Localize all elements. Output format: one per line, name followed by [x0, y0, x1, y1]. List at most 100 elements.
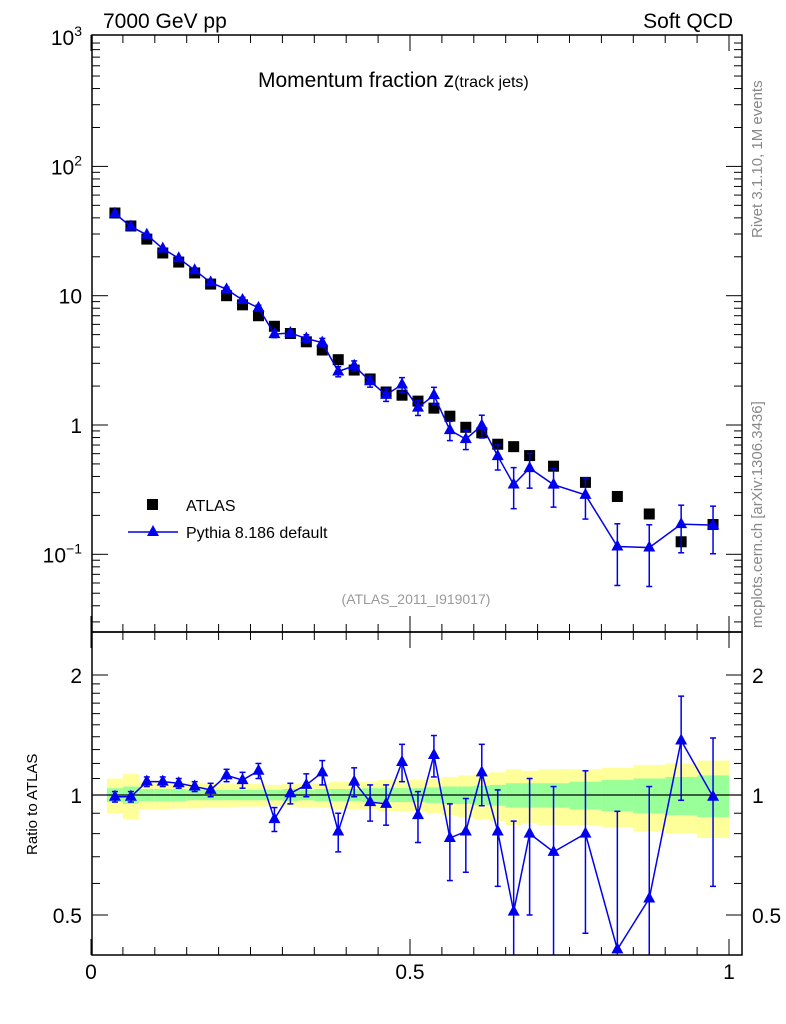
pythia-point — [643, 540, 656, 552]
pythia-ratio-point — [204, 782, 217, 794]
pythia-ratio-point — [140, 774, 153, 786]
pythia-ratio-point — [523, 826, 536, 838]
pythia-ratio-point — [707, 789, 720, 801]
ratio-bands — [92, 760, 742, 839]
pythia-ratio-point — [124, 789, 137, 801]
plot-title: Momentum fraction z(track jets) — [258, 69, 529, 92]
atlas-point — [316, 344, 328, 356]
pythia-ratio-point — [380, 796, 393, 808]
y-tick-label: 103 — [51, 23, 82, 50]
pythia-ratio-point — [547, 844, 560, 856]
analysis-label: (ATLAS_2011_I919017) — [342, 591, 491, 607]
main-frame — [91, 34, 743, 633]
pythia-point — [611, 539, 624, 551]
pythia-ratio-point — [220, 768, 233, 780]
pythia-ratio-point — [268, 812, 281, 824]
pythia-ratio-point — [284, 786, 297, 798]
y-tick-label: 102 — [51, 152, 82, 179]
ratio-tick-label-right: 0.5 — [752, 905, 781, 928]
pythia-point — [411, 400, 424, 412]
pythia-ratio-point — [491, 824, 504, 836]
pythia-ratio-point — [411, 808, 424, 820]
y-tick-label: 1 — [70, 415, 82, 438]
pythia-ratio-point — [427, 747, 440, 759]
stat-uncertainty-band — [601, 780, 634, 812]
pythia-ratio-point — [443, 831, 456, 843]
pythia-ratio-point — [643, 891, 656, 903]
pythia-point — [547, 477, 560, 489]
pythia-ratio-point — [172, 776, 185, 788]
pythia-point — [707, 518, 720, 530]
data-marks — [108, 206, 720, 955]
pythia-point — [475, 418, 488, 430]
plot-title-main: Momentum fraction z — [258, 69, 454, 92]
pythia-ratio-point — [579, 826, 592, 838]
mcplots-label: mcplots.cern.ch [arXiv:1306.3436] — [749, 401, 766, 628]
x-tick-label: 0.5 — [395, 961, 424, 984]
pythia-point — [300, 331, 313, 343]
pythia-ratio-point — [316, 765, 329, 777]
pythia-point — [332, 364, 345, 376]
pythia-point — [156, 241, 169, 253]
atlas-point — [548, 460, 560, 472]
pythia-ratio-point — [507, 904, 520, 916]
pythia-point — [491, 449, 504, 461]
atlas-point — [268, 320, 280, 332]
pythia-point — [380, 387, 393, 399]
pythia-point — [364, 374, 377, 386]
rivet-label: Rivet 3.1.10, 1M events — [749, 80, 766, 238]
pythia-point — [268, 327, 281, 339]
legend-atlas-marker — [147, 499, 158, 510]
atlas-point — [508, 441, 520, 453]
x-tick-label: 1 — [723, 961, 735, 984]
pythia-ratio-point — [252, 763, 265, 775]
pythia-point — [427, 388, 440, 400]
pythia-point — [108, 206, 121, 218]
pythia-point — [443, 423, 456, 435]
pythia-point — [675, 517, 688, 529]
header-right: Soft QCD — [643, 10, 733, 33]
pythia-ratio-point — [108, 789, 121, 801]
pythia-point — [252, 300, 265, 312]
atlas-point — [252, 310, 264, 322]
pythia-ratio-point — [236, 773, 249, 785]
legend-pythia-label: Pythia 8.186 default — [186, 525, 328, 542]
ratio-tick-label-left: 2 — [70, 665, 82, 688]
legend: ATLAS Pythia 8.186 default — [128, 498, 328, 542]
pythia-point — [188, 263, 201, 275]
pythia-point — [140, 227, 153, 239]
pythia-ratio-point — [188, 779, 201, 791]
pythia-point — [236, 292, 249, 304]
pythia-point — [220, 282, 233, 294]
legend-pythia-marker — [147, 525, 159, 536]
pythia-ratio-point — [300, 777, 313, 789]
ratio-y-label: Ratio to ATLAS — [24, 754, 41, 855]
pythia-ratio-point — [475, 765, 488, 777]
atlas-point — [643, 508, 655, 520]
ratio-frame — [91, 631, 743, 956]
pythia-point — [507, 477, 520, 489]
pythia-point — [284, 325, 297, 337]
ratio-tick-label-right: 2 — [752, 665, 764, 688]
atlas-point — [611, 490, 623, 502]
atlas-point — [396, 389, 408, 401]
ratio-tick-label-left: 1 — [70, 785, 82, 808]
atlas-point — [157, 247, 169, 259]
atlas-point — [141, 233, 153, 245]
pythia-point — [316, 335, 329, 347]
atlas-point — [237, 299, 249, 311]
x-tick-label: 0 — [85, 961, 97, 984]
pythia-ratio-point — [675, 733, 688, 745]
pythia-ratio-point — [156, 774, 169, 786]
pythia-point — [579, 487, 592, 499]
pythia-point — [459, 432, 472, 444]
atlas-point — [428, 402, 440, 414]
plot-title-sub: (track jets) — [454, 74, 529, 91]
pythia-ratio-point — [459, 824, 472, 836]
pythia-point — [348, 358, 361, 370]
pythia-ratio-point — [332, 824, 345, 836]
y-tick-label: 10 — [59, 286, 82, 309]
legend-atlas-label: ATLAS — [186, 498, 236, 515]
